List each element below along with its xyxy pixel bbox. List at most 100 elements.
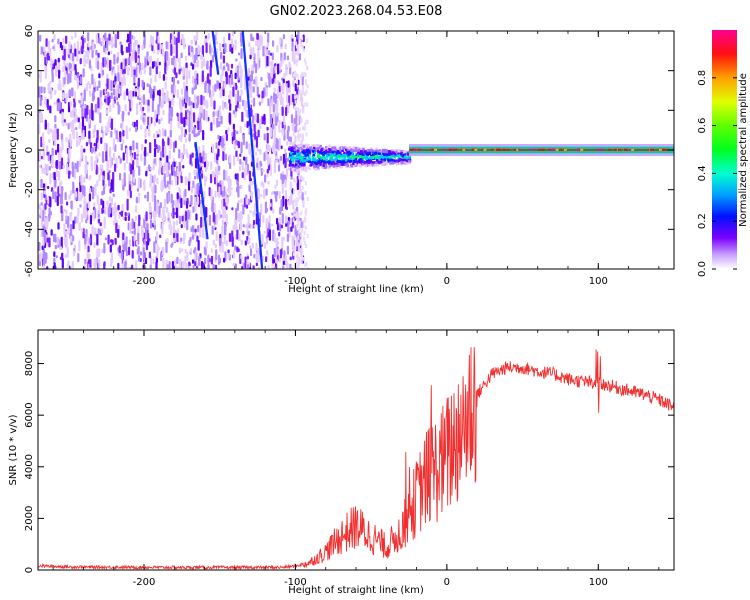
- signal-cell: [340, 163, 344, 167]
- noise-cell: [303, 240, 306, 245]
- noise-cell: [213, 152, 216, 163]
- noise-cell: [164, 94, 167, 102]
- noise-cell: [225, 197, 229, 207]
- noise-cell: [268, 220, 271, 233]
- noise-cell: [172, 220, 175, 231]
- noise-cell: [266, 132, 269, 144]
- signal-cell: [301, 150, 305, 154]
- signal-cell: [291, 154, 295, 158]
- noise-cell: [63, 223, 66, 235]
- noise-cell: [249, 178, 253, 182]
- noise-cell: [282, 34, 286, 40]
- noise-cell: [244, 240, 247, 246]
- noise-cell: [297, 31, 300, 40]
- noise-cell: [184, 188, 187, 197]
- noise-cell: [126, 39, 129, 43]
- signal-core-spot: [558, 148, 562, 151]
- signal-cell: [362, 147, 365, 151]
- signal-cell: [339, 151, 342, 154]
- noise-cell: [212, 212, 215, 223]
- signal-cell: [329, 151, 333, 154]
- noise-cell: [297, 242, 300, 253]
- signal-cell: [374, 157, 378, 161]
- noise-cell: [152, 133, 156, 138]
- noise-cell: [174, 58, 177, 68]
- noise-cell: [144, 257, 148, 265]
- noise-cell: [120, 251, 124, 260]
- noise-cell: [136, 153, 139, 157]
- noise-cell: [245, 156, 248, 166]
- noise-cell: [282, 78, 285, 84]
- noise-cell: [260, 193, 263, 198]
- noise-cell: [84, 234, 87, 245]
- noise-cell: [106, 39, 109, 51]
- signal-cell: [333, 146, 337, 150]
- noise-cell: [223, 145, 226, 151]
- noise-cell: [187, 209, 190, 214]
- noise-cell: [141, 143, 144, 151]
- signal-cell: [346, 164, 349, 168]
- noise-cell: [100, 198, 103, 206]
- noise-cell: [167, 41, 170, 50]
- noise-cell: [73, 101, 76, 108]
- noise-cell: [172, 97, 175, 106]
- signal-cell: [305, 149, 309, 152]
- noise-cell: [113, 163, 117, 172]
- noise-cell: [43, 217, 47, 227]
- noise-cell: [257, 189, 261, 200]
- noise-cell: [219, 62, 223, 70]
- noise-cell: [168, 183, 171, 190]
- noise-cell: [109, 244, 112, 253]
- signal-cell: [299, 164, 302, 168]
- noise-cell: [250, 33, 253, 41]
- noise-cell: [91, 49, 94, 59]
- noise-cell: [126, 189, 130, 197]
- noise-cell: [40, 136, 43, 148]
- noise-cell: [169, 120, 173, 130]
- signal-cell: [358, 158, 361, 162]
- noise-cell: [196, 172, 199, 180]
- signal-cell: [302, 163, 306, 166]
- noise-cell: [58, 79, 61, 90]
- noise-cell: [102, 158, 105, 163]
- noise-cell: [200, 173, 204, 179]
- noise-cell: [175, 48, 178, 59]
- noise-cell: [151, 100, 154, 112]
- noise-cell: [300, 43, 303, 48]
- noise-cell: [108, 39, 111, 46]
- noise-cell: [178, 215, 182, 225]
- noise-cell: [255, 136, 258, 148]
- noise-cell: [81, 227, 84, 233]
- noise-cell: [120, 143, 123, 151]
- noise-cell: [274, 78, 277, 84]
- noise-cell: [238, 165, 242, 172]
- signal-cell: [324, 164, 327, 167]
- noise-cell: [239, 64, 242, 74]
- signal-cell: [358, 164, 361, 167]
- noise-cell: [234, 245, 237, 251]
- signal-cell: [319, 151, 322, 154]
- signal-cell: [293, 157, 297, 160]
- noise-cell: [58, 69, 61, 79]
- noise-cell: [116, 58, 119, 64]
- noise-cell: [246, 223, 249, 234]
- signal-cell: [371, 153, 375, 157]
- noise-cell: [170, 212, 174, 217]
- noise-cell: [137, 224, 140, 235]
- signal-cell: [403, 158, 407, 162]
- signal-cell: [350, 155, 354, 158]
- signal-cell: [331, 150, 335, 154]
- noise-cell: [40, 86, 43, 94]
- signal-cell: [355, 149, 358, 153]
- noise-cell: [273, 258, 276, 264]
- noise-cell: [138, 214, 141, 227]
- noise-cell: [219, 238, 222, 247]
- noise-cell: [218, 209, 221, 220]
- noise-cell: [130, 99, 133, 109]
- noise-cell: [49, 128, 53, 134]
- noise-cell: [177, 228, 180, 234]
- signal-core-spot: [442, 148, 446, 151]
- noise-cell: [217, 148, 220, 157]
- noise-cell: [301, 44, 304, 49]
- noise-cell: [149, 142, 152, 154]
